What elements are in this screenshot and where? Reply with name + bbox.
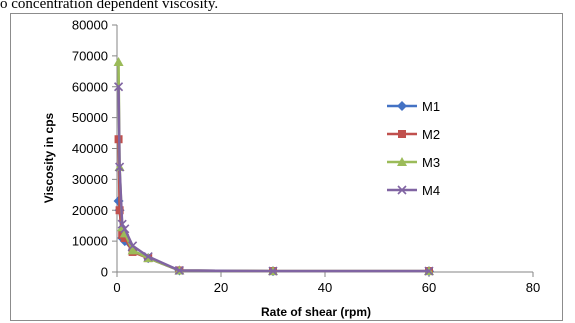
series-line [117, 200, 429, 273]
data-point [143, 251, 153, 262]
x-tick-label: 80 [526, 280, 540, 295]
series-line [117, 86, 429, 273]
x-tick-label: 60 [422, 280, 436, 295]
series-m3 [113, 57, 434, 276]
chart-frame [10, 13, 563, 321]
legend: M1 M2 M3 M4 [387, 99, 440, 198]
x-tick-label: 20 [214, 280, 228, 295]
series-m2 [114, 135, 433, 276]
x-tick-label: 40 [318, 280, 332, 295]
data-point [128, 241, 138, 251]
legend-label: M4 [422, 183, 440, 198]
y-tick-label: 80000 [72, 18, 108, 33]
series-line [117, 139, 429, 273]
y-tick-label: 0 [101, 265, 108, 280]
data-point [120, 224, 130, 234]
data-point [424, 266, 434, 276]
y-axis-title: Viscosity in cps [42, 112, 56, 203]
series-m4 [113, 82, 434, 276]
data-point [113, 82, 124, 92]
legend-item: M4 [387, 183, 440, 198]
legend-label: M3 [422, 155, 440, 170]
y-tick-label: 50000 [72, 110, 108, 125]
data-point [115, 162, 125, 172]
data-point [127, 245, 138, 255]
y-tick-label: 60000 [72, 79, 108, 94]
legend-marker [397, 157, 407, 166]
x-axis-title: Rate of shear (rpm) [261, 305, 371, 319]
data-point [174, 265, 184, 276]
y-tick-label: 30000 [72, 172, 108, 187]
x-tick-label: 0 [113, 280, 120, 295]
y-axis: 0 10000 20000 30000 40000 50000 60000 70000 8000… [72, 18, 118, 280]
series-layer [113, 57, 434, 277]
legend-item: M1 [387, 99, 440, 114]
data-point [120, 234, 129, 243]
legend-marker [398, 130, 406, 138]
caption-fragment: o concentration dependent viscosity. [0, 0, 219, 12]
data-point [115, 206, 124, 215]
legend-label: M1 [422, 99, 440, 114]
y-tick-label: 40000 [72, 141, 108, 156]
series-line [117, 62, 429, 273]
legend-marker [397, 185, 407, 195]
x-axis: 0 20 40 60 80 [113, 271, 540, 295]
legend-item: M3 [387, 155, 440, 170]
y-tick-label: 10000 [72, 234, 108, 249]
legend-marker [397, 101, 407, 111]
data-point [113, 57, 124, 67]
data-point [268, 266, 278, 276]
data-point [117, 219, 127, 229]
legend-item: M2 [387, 127, 440, 142]
y-tick-label: 20000 [72, 203, 108, 218]
y-tick-label: 70000 [72, 48, 108, 63]
legend-label: M2 [422, 127, 440, 142]
